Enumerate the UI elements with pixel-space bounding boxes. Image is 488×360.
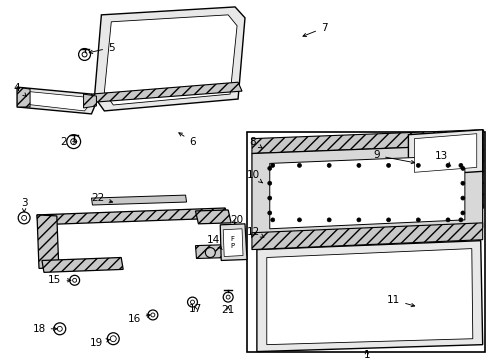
Text: 4: 4: [14, 83, 26, 96]
Polygon shape: [42, 257, 123, 273]
Circle shape: [270, 163, 274, 167]
Polygon shape: [223, 229, 243, 257]
Polygon shape: [91, 82, 242, 102]
Circle shape: [415, 163, 419, 167]
Text: 18: 18: [32, 324, 57, 334]
Text: 12: 12: [247, 227, 264, 237]
Text: 11: 11: [386, 295, 414, 307]
Text: 22: 22: [91, 193, 112, 203]
Polygon shape: [413, 134, 476, 172]
Circle shape: [445, 218, 449, 222]
Polygon shape: [37, 215, 59, 269]
Polygon shape: [269, 156, 464, 229]
Circle shape: [445, 163, 449, 167]
Polygon shape: [251, 223, 482, 249]
Text: 1: 1: [363, 350, 369, 360]
Polygon shape: [91, 195, 186, 205]
Circle shape: [386, 163, 390, 167]
Circle shape: [460, 196, 464, 200]
Polygon shape: [24, 91, 89, 111]
Circle shape: [458, 218, 462, 222]
Polygon shape: [17, 87, 30, 107]
Text: 10: 10: [246, 170, 262, 183]
Circle shape: [326, 218, 330, 222]
Polygon shape: [251, 130, 482, 153]
Circle shape: [356, 218, 360, 222]
Text: 17: 17: [188, 304, 202, 314]
Circle shape: [386, 218, 390, 222]
Polygon shape: [220, 224, 246, 261]
Circle shape: [297, 163, 301, 167]
Circle shape: [458, 163, 462, 167]
Circle shape: [297, 218, 301, 222]
Circle shape: [460, 181, 464, 185]
Circle shape: [267, 181, 271, 185]
Circle shape: [356, 163, 360, 167]
Polygon shape: [195, 245, 230, 258]
Circle shape: [267, 211, 271, 215]
Text: F
P: F P: [229, 236, 234, 249]
Circle shape: [460, 166, 464, 170]
Polygon shape: [104, 15, 237, 105]
Circle shape: [415, 218, 419, 222]
Text: 16: 16: [127, 314, 150, 324]
Text: 2: 2: [61, 137, 77, 147]
Circle shape: [267, 196, 271, 200]
Text: 15: 15: [48, 275, 71, 285]
Polygon shape: [83, 94, 96, 108]
Circle shape: [326, 163, 330, 167]
Polygon shape: [37, 208, 228, 225]
Text: 13: 13: [433, 152, 450, 166]
Polygon shape: [407, 130, 482, 176]
Text: 9: 9: [373, 150, 414, 164]
Bar: [246, 132, 484, 352]
Text: 21: 21: [221, 305, 234, 315]
Polygon shape: [17, 87, 96, 114]
Text: 20: 20: [230, 215, 243, 225]
Circle shape: [205, 248, 215, 257]
Polygon shape: [266, 249, 472, 345]
Circle shape: [460, 211, 464, 215]
Polygon shape: [251, 145, 482, 238]
Polygon shape: [470, 130, 483, 213]
Circle shape: [270, 218, 274, 222]
Polygon shape: [195, 210, 231, 224]
Text: 19: 19: [90, 338, 109, 348]
Text: 7: 7: [303, 23, 327, 36]
Polygon shape: [94, 7, 244, 111]
Text: 5: 5: [89, 42, 114, 54]
Text: 8: 8: [249, 137, 262, 148]
Text: 3: 3: [21, 198, 27, 212]
Text: 14: 14: [206, 235, 222, 249]
Circle shape: [267, 166, 271, 170]
Text: 6: 6: [179, 133, 195, 147]
Polygon shape: [256, 241, 482, 352]
